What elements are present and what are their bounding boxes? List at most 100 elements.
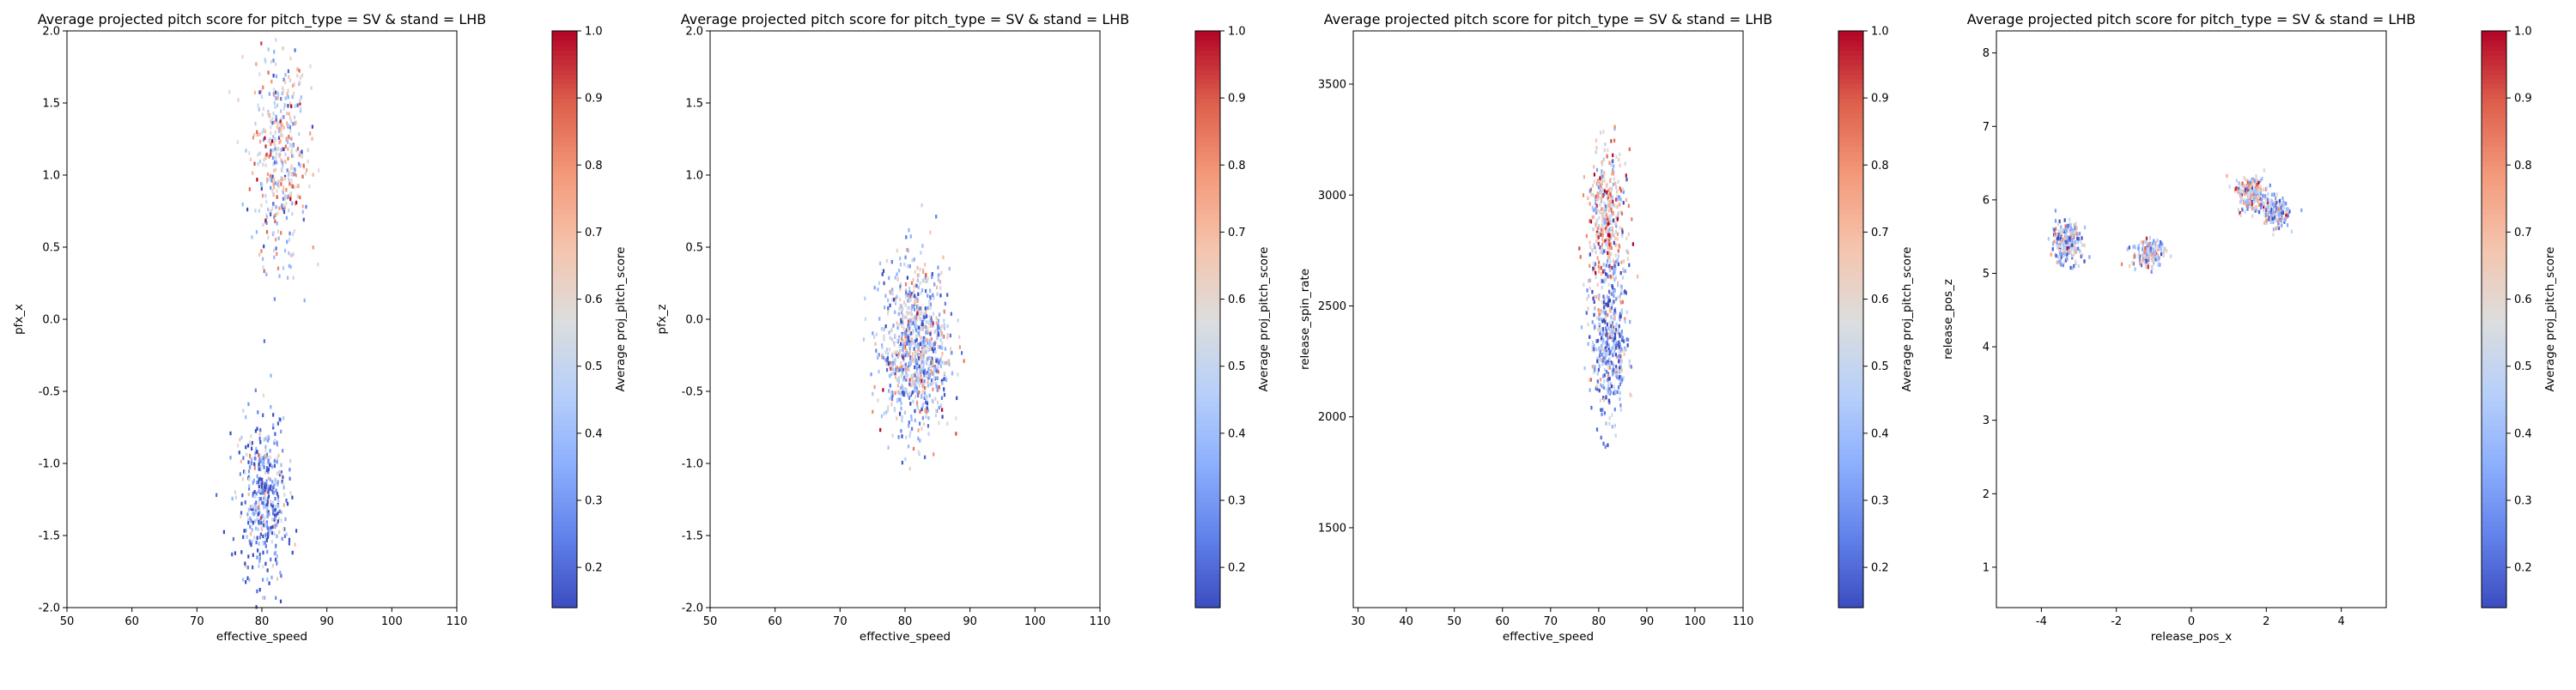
- data-cell: [913, 289, 915, 294]
- data-cell: [899, 288, 902, 292]
- data-cell: [901, 322, 903, 326]
- colorbar-band: [1838, 338, 1863, 344]
- data-cell: [1606, 190, 1608, 195]
- data-cell: [2137, 246, 2140, 251]
- data-cell: [270, 185, 272, 191]
- data-cell: [1601, 213, 1604, 217]
- colorbar-band: [552, 573, 577, 579]
- data-cell: [1607, 360, 1609, 364]
- data-cell: [909, 318, 912, 324]
- data-cell: [910, 306, 913, 312]
- data-cell: [2142, 244, 2144, 248]
- data-cell: [229, 431, 232, 436]
- colorbar-band: [552, 449, 577, 455]
- data-cell: [1613, 309, 1616, 313]
- data-cell: [889, 336, 891, 340]
- data-cell: [266, 439, 269, 443]
- data-cell: [932, 349, 935, 354]
- data-cell: [1603, 318, 1606, 323]
- data-cell: [913, 300, 916, 305]
- data-cell: [1623, 259, 1625, 263]
- data-cell: [1593, 343, 1595, 348]
- data-cell: [1612, 168, 1614, 172]
- data-cell: [912, 446, 915, 451]
- data-cell: [877, 398, 879, 402]
- colorbar-band: [2482, 141, 2506, 147]
- data-cell: [2063, 237, 2065, 241]
- data-cell: [2267, 198, 2269, 203]
- data-cell: [2149, 246, 2152, 251]
- data-cell: [2159, 239, 2162, 245]
- colorbar-band: [1838, 151, 1863, 157]
- data-cell: [930, 322, 933, 326]
- data-cell: [240, 511, 243, 515]
- data-cell: [242, 409, 245, 413]
- data-cell: [256, 132, 258, 137]
- colorbar-band: [1195, 473, 1220, 479]
- colorbar-band: [1195, 588, 1220, 594]
- colorbar-band: [2482, 189, 2506, 195]
- data-cell: [914, 327, 917, 332]
- data-cell: [2152, 256, 2154, 261]
- colorbar-band: [1838, 136, 1863, 142]
- data-cell: [916, 344, 919, 348]
- data-cell: [265, 509, 268, 514]
- data-cell: [1619, 350, 1621, 355]
- data-cell: [931, 272, 933, 276]
- colorbar-band: [1195, 357, 1220, 363]
- data-cell: [1616, 367, 1619, 372]
- data-cell: [2147, 261, 2149, 266]
- y-tick-label: -1.5: [39, 530, 60, 543]
- colorbar-band: [2482, 554, 2506, 560]
- colorbar-band: [1838, 295, 1863, 301]
- data-cell: [906, 366, 908, 372]
- data-cell: [926, 395, 928, 399]
- data-cell: [268, 154, 270, 159]
- data-cell: [247, 460, 250, 464]
- data-cell: [265, 199, 268, 204]
- colorbar-band: [1838, 420, 1863, 426]
- data-cell: [272, 182, 275, 186]
- data-cell: [1610, 186, 1613, 191]
- data-cell: [2081, 253, 2084, 257]
- data-cell: [257, 410, 259, 415]
- data-cell: [908, 363, 912, 367]
- data-cell: [1617, 254, 1619, 258]
- data-cell: [264, 163, 267, 167]
- data-cell: [1596, 182, 1599, 187]
- plot-area: [67, 31, 457, 608]
- data-cell: [274, 516, 276, 521]
- colorbar-band: [2482, 271, 2506, 277]
- data-cell: [303, 298, 306, 303]
- data-cell: [905, 332, 908, 336]
- colorbar-band: [552, 391, 577, 397]
- data-cell: [898, 312, 901, 316]
- data-cell: [917, 331, 920, 336]
- colorbar-band: [1838, 179, 1863, 185]
- data-cell: [248, 440, 251, 445]
- data-cell: [929, 346, 933, 351]
- data-cell: [2275, 217, 2278, 221]
- data-cell: [948, 362, 951, 366]
- data-cell: [256, 427, 258, 431]
- data-cell: [880, 326, 883, 331]
- colorbar-tick-label: 0.7: [1871, 227, 1889, 239]
- colorbar-band: [552, 516, 577, 522]
- data-cell: [285, 499, 288, 503]
- data-cell: [892, 367, 895, 372]
- y-tick-label: 3000: [1318, 190, 1346, 203]
- colorbar-band: [1838, 487, 1863, 493]
- data-cell: [2162, 253, 2165, 258]
- colorbar-band: [552, 35, 577, 41]
- data-cell: [1621, 187, 1625, 191]
- data-cell: [277, 129, 280, 134]
- data-cell: [2069, 243, 2072, 248]
- data-cell: [2074, 230, 2076, 234]
- colorbar-band: [2482, 237, 2506, 243]
- data-cell: [2054, 209, 2057, 213]
- data-cell: [289, 56, 292, 61]
- data-cell: [287, 95, 289, 100]
- data-cell: [276, 519, 279, 524]
- data-cell: [270, 575, 273, 580]
- colorbar-band: [552, 333, 577, 339]
